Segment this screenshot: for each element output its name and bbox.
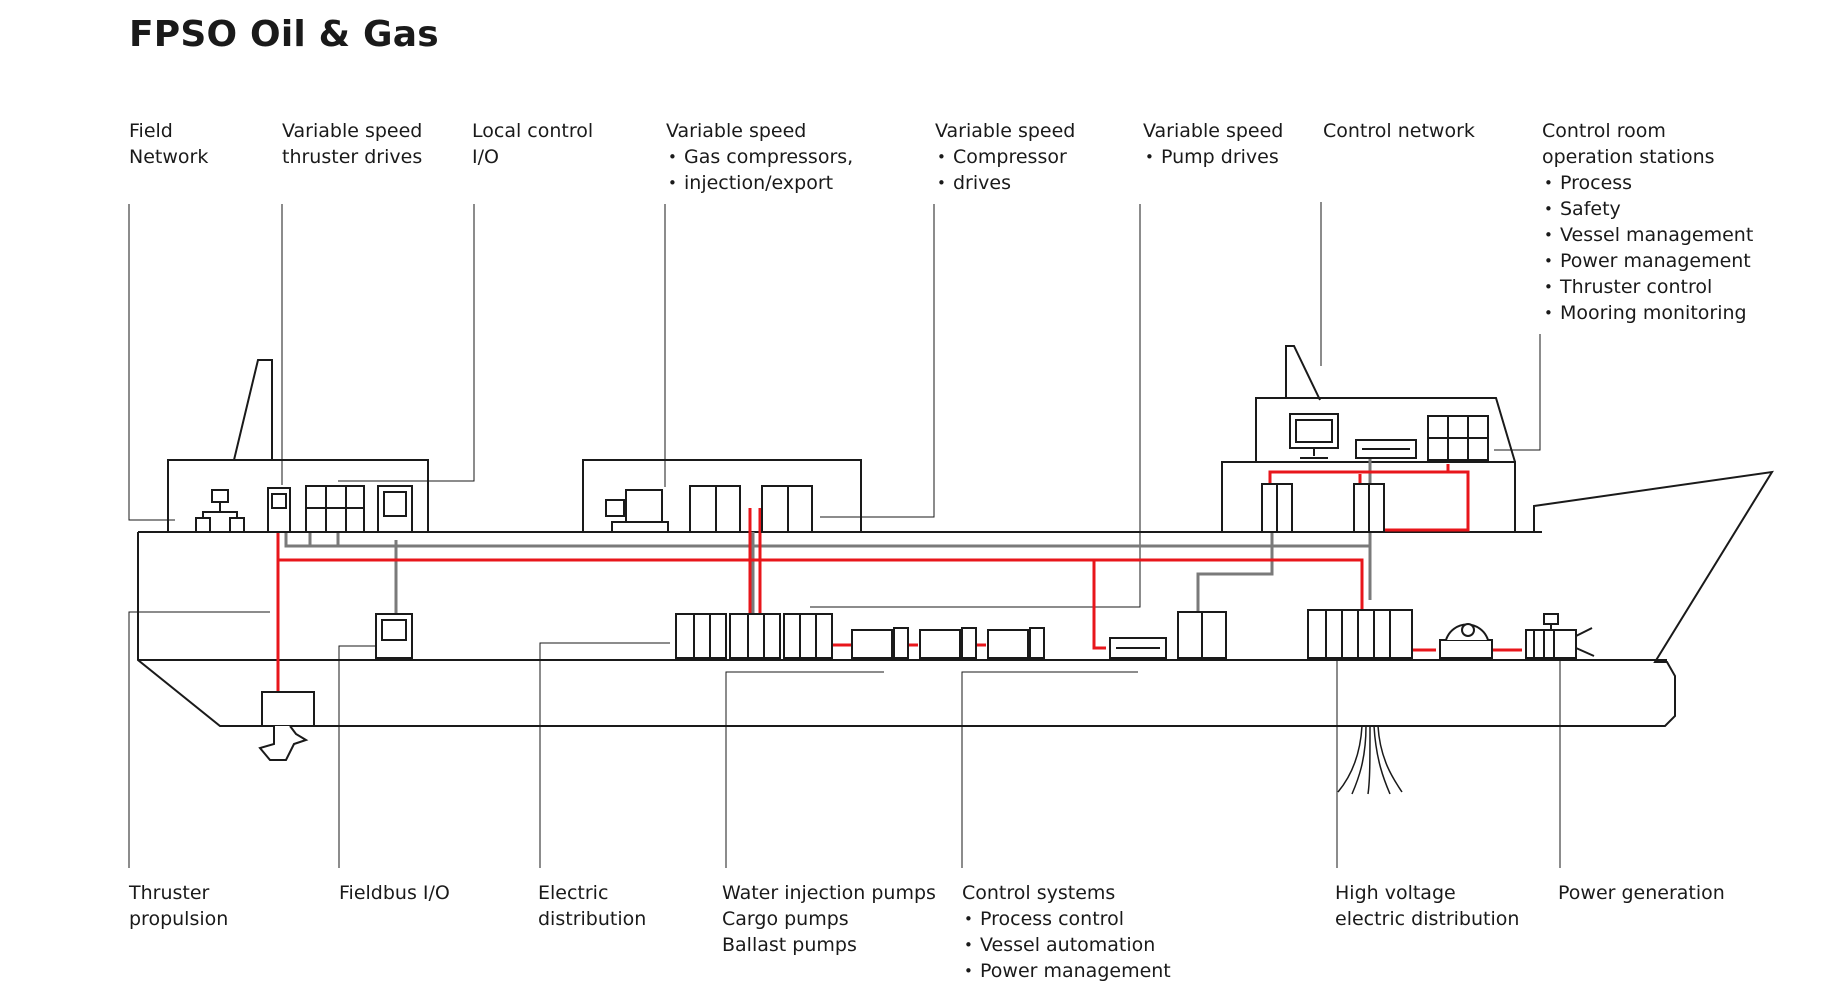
label-field-network: Field Network — [129, 120, 209, 168]
pump-icon — [987, 627, 1045, 659]
leader-thruster-propulsion — [128, 611, 270, 868]
engine-icon — [1525, 613, 1595, 659]
bridge-cabinet-icon — [1353, 483, 1385, 533]
list-item: Compressor — [935, 144, 1075, 170]
label-pump-drives: Variable speed Pump drives — [1143, 118, 1283, 170]
leader-local-control — [338, 204, 475, 482]
list-item: Mooring monitoring — [1542, 300, 1753, 326]
label-thruster-drives: Variable speed thruster drives — [282, 120, 423, 168]
leader-compressor-drives — [820, 204, 935, 518]
bridge-cabinet-icon — [1261, 483, 1293, 533]
page-title: FPSO Oil & Gas — [129, 14, 439, 55]
label-control-network: Control network — [1323, 120, 1475, 142]
ship-hull — [137, 470, 1774, 727]
network-fwd — [1196, 532, 1274, 612]
leader-pump-drives — [810, 204, 1141, 608]
operator-monitor-icon — [1289, 413, 1339, 459]
riser-lines — [1337, 725, 1403, 795]
electric-distribution-icon — [675, 613, 833, 659]
control-room-rack-icon — [1427, 415, 1489, 461]
label-power-generation: Power generation — [1558, 882, 1725, 904]
local-control-cabinets-icon — [305, 485, 413, 533]
network-main — [284, 532, 1372, 600]
list-item: Vessel management — [1542, 222, 1753, 248]
label-local-control-io: Local control I/O — [472, 120, 594, 168]
label-thruster-propulsion: Thruster propulsion — [129, 882, 229, 930]
pump-drive-cabinet-icon — [1177, 611, 1227, 659]
label-gas-compressors: Variable speed Gas compressors, injectio… — [666, 118, 853, 196]
power-switchboard — [1092, 560, 1106, 650]
network-local — [308, 520, 398, 615]
mast — [1285, 345, 1321, 401]
leader-pumps — [725, 671, 884, 868]
leader-fieldbus-io — [338, 645, 376, 868]
list-item: Safety — [1542, 196, 1753, 222]
field-network-icon — [195, 489, 245, 533]
list-item: Gas compressors, — [666, 144, 853, 170]
thruster-pod-icon — [258, 691, 315, 761]
pump-icon — [851, 627, 909, 659]
list-item: Pump drives — [1143, 144, 1283, 170]
list-item: Process control — [962, 906, 1171, 932]
fieldbus-io-icon — [375, 613, 413, 659]
label-fieldbus-io: Fieldbus I/O — [339, 882, 450, 904]
pump-icon — [919, 627, 977, 659]
label-pumps: Water injection pumps Cargo pumps Ballas… — [722, 882, 936, 956]
aft-superstructure — [167, 359, 429, 532]
power-main — [278, 558, 1364, 610]
hv-switchgear-icon — [1307, 609, 1413, 659]
list-item: Vessel automation — [962, 932, 1171, 958]
thruster-drive-icon — [267, 487, 291, 533]
label-electric-distribution: Electric distribution — [538, 882, 647, 930]
leader-electric-distribution — [539, 642, 670, 868]
list-item: injection/export — [666, 170, 853, 196]
label-hv-distribution: High voltage electric distribution — [1335, 882, 1520, 930]
control-console-icon — [1355, 439, 1417, 459]
label-compressor-drives: Variable speed Compressor drives — [935, 118, 1075, 196]
list-item: drives — [935, 170, 1075, 196]
compressor-drive-icon — [689, 485, 813, 533]
list-item: Process — [1542, 170, 1753, 196]
leader-field-network — [128, 204, 175, 521]
list-item: Power management — [1542, 248, 1753, 274]
bridge-deck — [1255, 397, 1516, 463]
generator-icon — [1439, 623, 1493, 659]
list-item: Thruster control — [1542, 274, 1753, 300]
control-system-rack-icon — [1109, 637, 1167, 659]
leader-control-systems — [961, 671, 1138, 868]
leader-control-room — [1494, 334, 1541, 451]
gas-compressor-icon — [605, 489, 669, 533]
label-control-room: Control room operation stations Process … — [1542, 118, 1753, 326]
mid-module — [582, 459, 862, 532]
